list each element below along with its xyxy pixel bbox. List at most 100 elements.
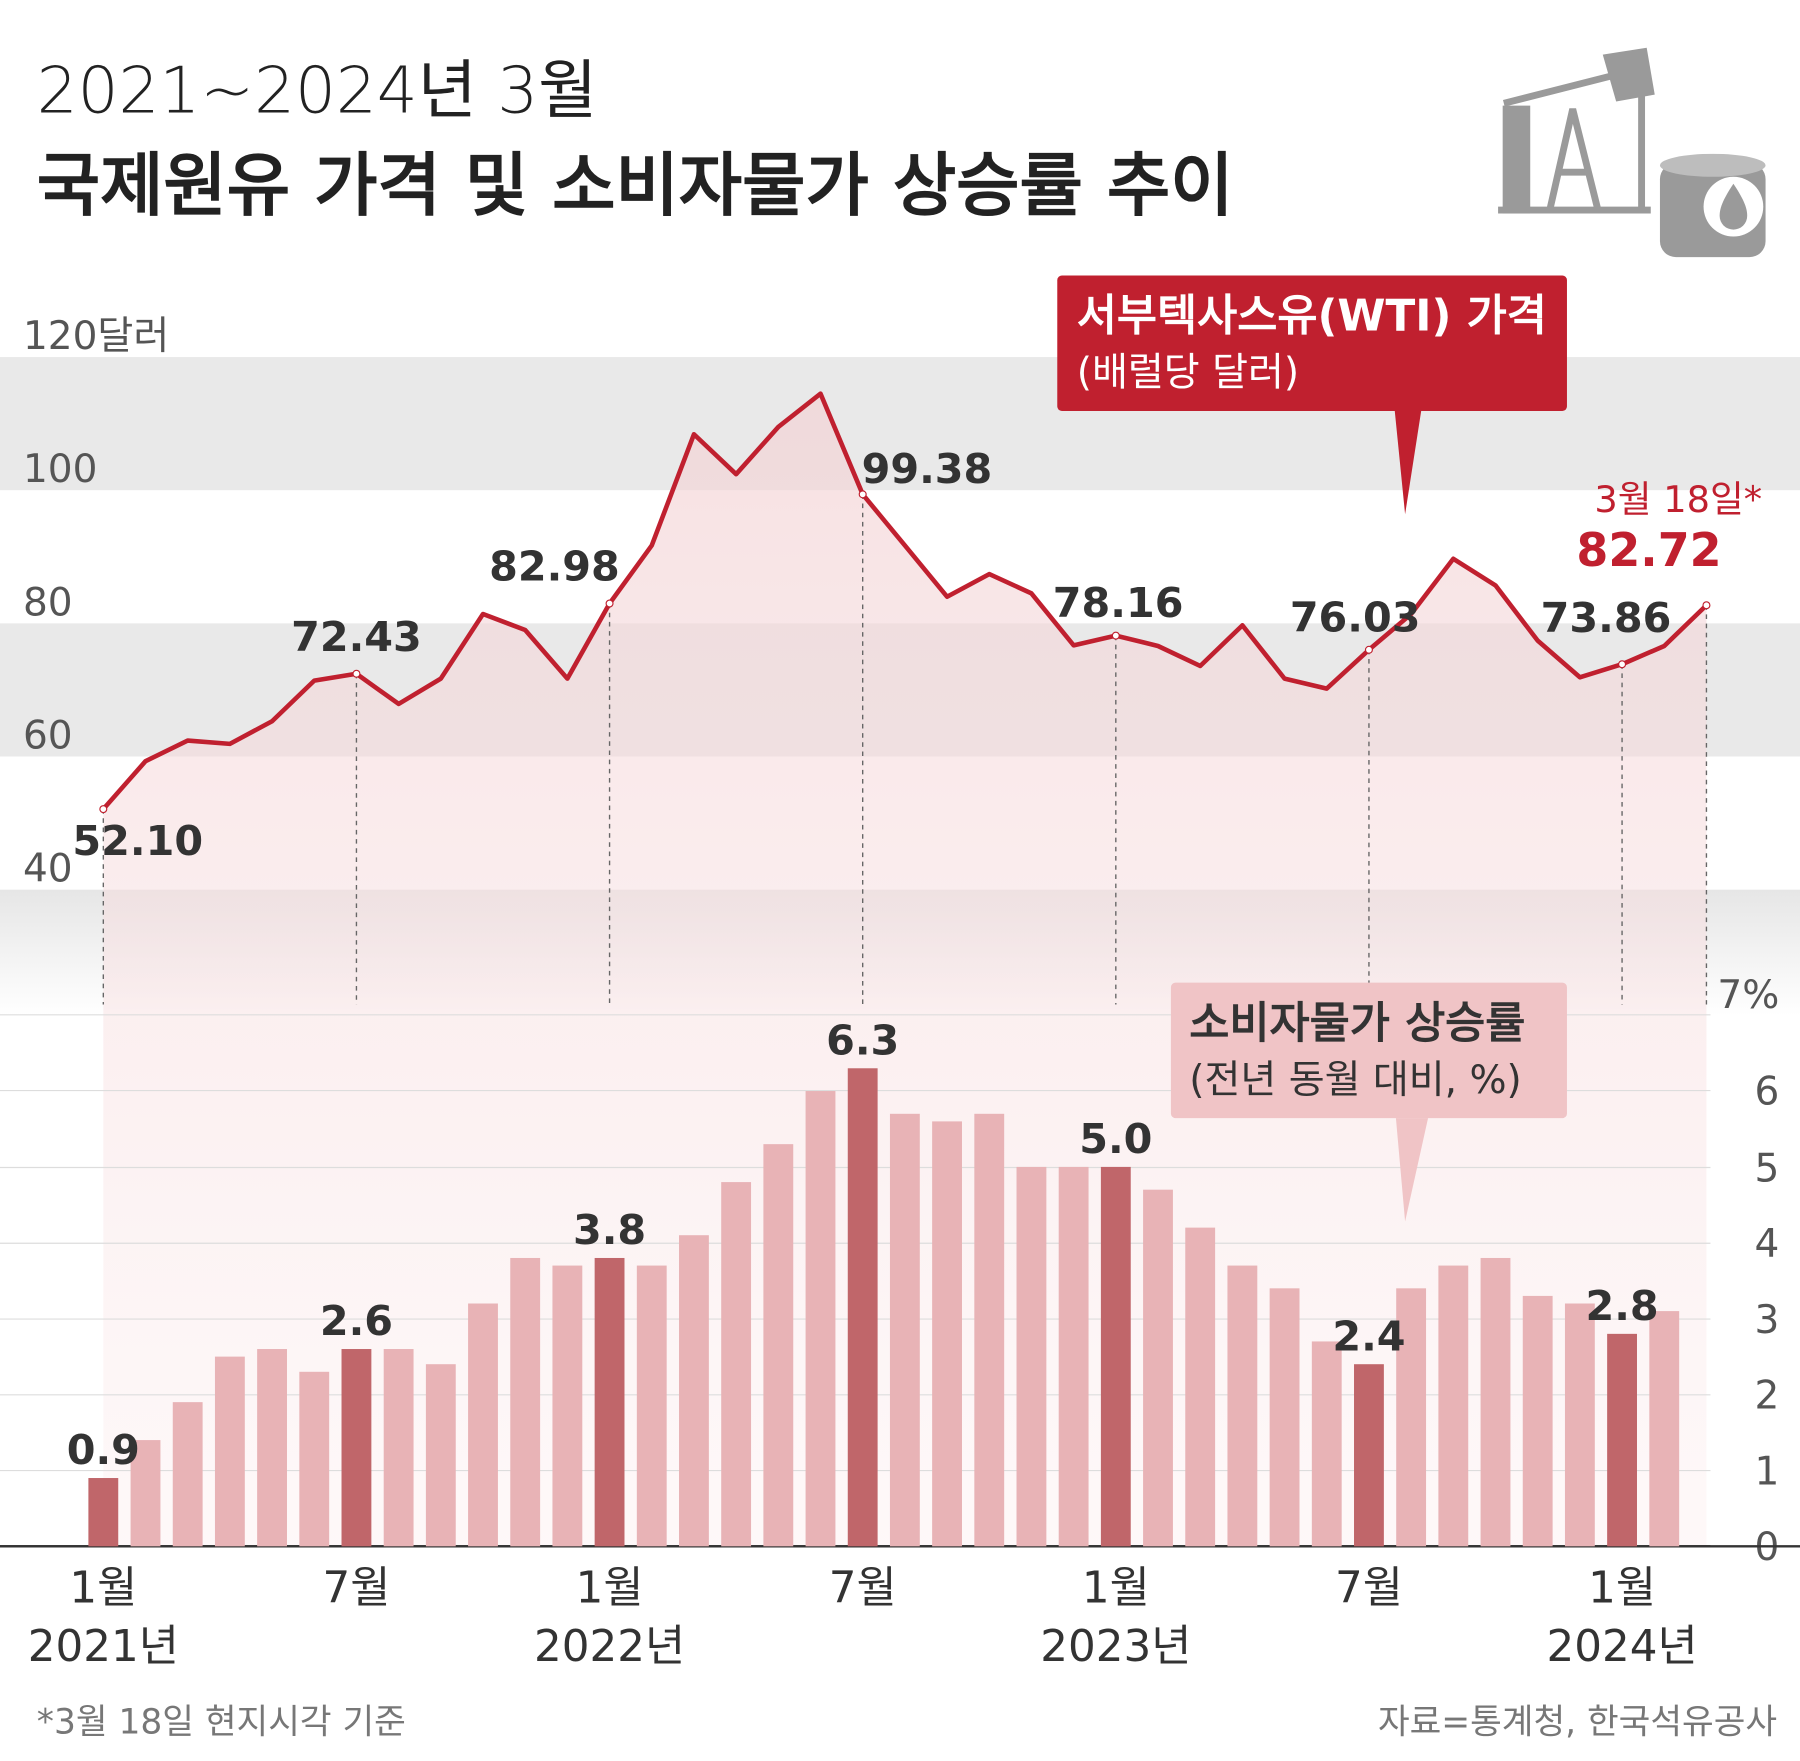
footnote: *3월 18일 현지시각 기준 <box>37 1702 406 1742</box>
x-tick-month: 7월 <box>829 1564 897 1614</box>
cpi-bar <box>130 1440 161 1547</box>
cpi-data-label: 3.8 <box>573 1206 646 1254</box>
wti-point <box>1702 601 1711 610</box>
cpi-bar <box>1185 1227 1216 1547</box>
x-tick-year: 2023년 <box>1040 1622 1191 1672</box>
cpi-y-tick: 6 <box>1755 1069 1780 1114</box>
cpi-data-label: 2.4 <box>1332 1312 1405 1360</box>
wti-data-label: 52.10 <box>72 817 203 865</box>
wti-y-tick: 60 <box>23 713 73 758</box>
cpi-bar <box>257 1349 287 1547</box>
wti-callout: 서부텍사스유(WTI) 가격 (배럴당 달러) <box>1057 275 1567 515</box>
cpi-data-label: 0.9 <box>67 1426 140 1474</box>
wti-point <box>1364 645 1373 654</box>
cpi-y-tick: 1 <box>1755 1449 1780 1494</box>
cpi-bar <box>636 1265 667 1547</box>
wti-data-label: 99.38 <box>862 445 993 493</box>
cpi-data-label: 2.8 <box>1585 1282 1658 1330</box>
cpi-bar <box>425 1364 456 1547</box>
wti-point <box>352 669 361 678</box>
wti-y-tick: 120달러 <box>23 314 169 359</box>
oil-pump-icon <box>1498 47 1655 214</box>
cpi-bar <box>1522 1295 1553 1547</box>
cpi-y-tick: 0 <box>1755 1525 1780 1570</box>
cpi-bar <box>172 1402 203 1547</box>
wti-y-tick: 100 <box>23 447 97 492</box>
x-tick-month: 7월 <box>1335 1564 1403 1614</box>
wti-data-label: 76.03 <box>1290 593 1421 641</box>
wti-point <box>605 599 614 608</box>
x-tick-month: 1월 <box>69 1564 137 1614</box>
chart-title: 국제원유 가격 및 소비자물가 상승률 추이 <box>37 146 1234 226</box>
cpi-bar <box>721 1182 752 1547</box>
x-tick-year: 2024년 <box>1547 1622 1698 1672</box>
cpi-bar <box>1100 1166 1131 1547</box>
cpi-bar <box>1143 1189 1173 1547</box>
x-tick-month: 1월 <box>1082 1564 1150 1614</box>
cpi-bar <box>1311 1341 1342 1547</box>
x-tick-month: 1월 <box>576 1564 644 1614</box>
cpi-y-tick: 7% <box>1717 973 1779 1018</box>
cpi-y-tick: 3 <box>1755 1298 1780 1343</box>
chart-subtitle: 2021~2024년 3월 <box>37 54 598 129</box>
cpi-bar <box>1016 1166 1047 1547</box>
wti-callout-unit: (배럴당 달러) <box>1077 351 1299 396</box>
cpi-bar <box>341 1349 372 1547</box>
wti-data-label: 82.98 <box>489 543 620 591</box>
wti-area <box>103 393 1707 1547</box>
wti-data-label: 72.43 <box>291 613 422 661</box>
cpi-bar <box>1227 1265 1258 1547</box>
cpi-callout-title: 소비자물가 상승률 <box>1189 999 1525 1049</box>
cpi-data-label: 5.0 <box>1079 1115 1152 1163</box>
cpi-bar <box>805 1091 836 1547</box>
cpi-bar <box>1649 1311 1680 1547</box>
cpi-bar <box>383 1349 414 1547</box>
wti-data-label: 73.86 <box>1541 594 1672 642</box>
wti-point <box>858 490 867 499</box>
x-tick-month: 7월 <box>323 1564 391 1614</box>
cpi-data-label: 2.6 <box>320 1297 393 1345</box>
cpi-callout-unit: (전년 동월 대비, %) <box>1189 1058 1521 1103</box>
cpi-bar <box>679 1235 709 1547</box>
cpi-bar <box>1396 1288 1427 1547</box>
cpi-y-tick: 2 <box>1755 1374 1780 1419</box>
cpi-bar <box>1354 1364 1384 1547</box>
wti-line <box>101 391 1709 811</box>
cpi-bar <box>214 1356 245 1547</box>
wti-callout-title: 서부텍사스유(WTI) 가격 <box>1077 292 1547 342</box>
x-tick-month: 1월 <box>1588 1564 1656 1614</box>
cpi-bar <box>889 1113 920 1547</box>
source: 자료=통계청, 한국석유공사 <box>1378 1702 1777 1742</box>
cpi-y-tick: 4 <box>1755 1222 1780 1267</box>
cpi-bar <box>1607 1333 1637 1547</box>
cpi-bar <box>1564 1303 1595 1547</box>
x-tick-year: 2022년 <box>534 1622 685 1672</box>
cpi-bar <box>510 1257 541 1547</box>
wti-last-date-note: 3월 18일* <box>1594 478 1762 521</box>
cpi-bar <box>847 1068 878 1547</box>
wti-data-label: 78.16 <box>1053 579 1184 627</box>
cpi-callout: 소비자물가 상승률 (전년 동월 대비, %) <box>1170 982 1567 1222</box>
wti-y-tick: 80 <box>23 580 73 625</box>
cpi-bar <box>974 1113 1005 1547</box>
cpi-y-tick: 5 <box>1755 1146 1780 1191</box>
cpi-bar <box>88 1478 119 1547</box>
cpi-data-label: 6.3 <box>826 1016 899 1064</box>
cpi-bar <box>468 1303 498 1547</box>
cpi-bar <box>299 1371 330 1547</box>
wti-data-label: 82.72 <box>1576 523 1721 577</box>
cpi-bar <box>932 1121 962 1547</box>
cpi-bar <box>1269 1288 1300 1547</box>
cpi-bar <box>763 1144 794 1547</box>
wti-point <box>99 805 108 814</box>
wti-point <box>1111 631 1120 640</box>
wti-point <box>1618 660 1627 669</box>
cpi-bar <box>552 1265 583 1547</box>
cpi-bar <box>594 1257 625 1547</box>
cpi-bar <box>1480 1257 1511 1547</box>
wti-y-tick: 40 <box>23 847 73 892</box>
x-tick-year: 2021년 <box>28 1622 179 1672</box>
oil-barrel-icon <box>1659 153 1766 258</box>
cpi-bar <box>1058 1166 1089 1547</box>
